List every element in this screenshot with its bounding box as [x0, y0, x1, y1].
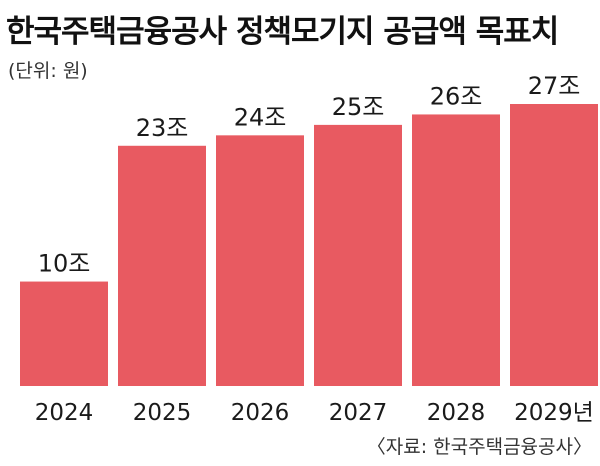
bar-2026 [216, 135, 304, 386]
chart-title: 한국주택금융공사 정책모기지 공급액 목표치 [6, 14, 559, 50]
bar-2024 [20, 281, 108, 386]
value-label: 25조 [332, 93, 385, 121]
value-label: 23조 [136, 114, 189, 142]
unit-label: (단위: 원) [8, 60, 88, 82]
bar-2027 [314, 124, 402, 386]
bar-2029년 [510, 104, 598, 386]
bar-2025 [118, 145, 206, 386]
category-label: 2026 [231, 400, 290, 426]
value-label: 27조 [528, 72, 581, 100]
category-label: 2028 [427, 400, 486, 426]
category-label: 2027 [329, 400, 388, 426]
value-label: 26조 [430, 82, 483, 110]
bar-2028 [412, 114, 500, 386]
category-label: 2024 [35, 400, 94, 426]
value-label: 24조 [234, 103, 287, 131]
source-note: 〈자료: 한국주택금융공사〉 [366, 436, 592, 458]
category-label: 2025 [133, 400, 192, 426]
category-label: 2029년 [514, 400, 594, 426]
value-label: 10조 [38, 250, 91, 278]
